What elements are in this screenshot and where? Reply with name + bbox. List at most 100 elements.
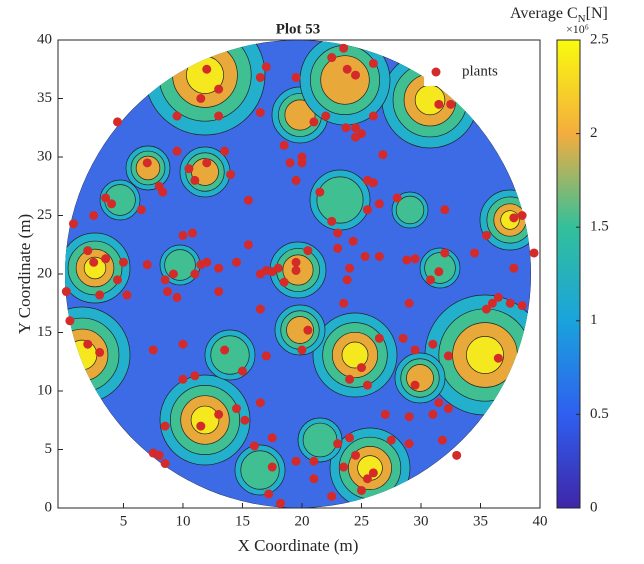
legend — [424, 58, 524, 86]
plant-point — [333, 228, 343, 238]
plant-point — [160, 459, 170, 469]
plant-point — [122, 290, 132, 300]
contour-band — [240, 450, 280, 490]
plant-point — [142, 260, 152, 270]
plant-point — [360, 251, 370, 261]
plant-point — [297, 152, 307, 162]
colorbar — [556, 39, 581, 509]
plant-point — [172, 111, 182, 121]
plant-point — [440, 248, 450, 258]
plant-point — [232, 257, 242, 267]
y-tick-label: 40 — [37, 31, 52, 47]
x-tick-label: 5 — [120, 513, 128, 529]
plant-point — [374, 251, 384, 261]
plant-point — [426, 275, 436, 285]
plant-point — [297, 345, 307, 355]
plant-point — [443, 351, 453, 361]
plant-point — [279, 277, 289, 287]
plant-point — [402, 255, 412, 265]
plant-point — [378, 150, 388, 160]
chart-title: Plot 53 — [276, 21, 321, 37]
plant-point — [493, 353, 503, 363]
plant-point — [342, 275, 352, 285]
plant-point — [168, 269, 178, 279]
plant-point — [440, 205, 450, 215]
plant-point — [345, 374, 355, 384]
plant-point — [368, 111, 378, 121]
plant-point — [345, 433, 355, 443]
contour-band — [341, 341, 369, 369]
contour-band — [286, 316, 314, 344]
x-tick-label: 30 — [413, 513, 428, 529]
plant-point — [303, 325, 313, 335]
x-tick-label: 40 — [533, 513, 548, 529]
contour-band — [135, 155, 161, 181]
plant-point — [345, 263, 355, 273]
plant-point — [362, 205, 372, 215]
plant-point — [327, 53, 337, 63]
plant-point — [505, 298, 515, 308]
plant-point — [255, 108, 265, 118]
plant-point — [398, 333, 408, 343]
x-tick-label: 20 — [294, 513, 309, 529]
plant-point — [61, 287, 71, 297]
plant-point — [226, 170, 236, 180]
plant-point — [220, 345, 230, 355]
plant-point — [267, 462, 277, 472]
plant-point — [83, 339, 93, 349]
colorbar-exponent: ×10⁶ — [566, 22, 589, 36]
plant-point — [374, 333, 384, 343]
colorbar-tick-label: 2.5 — [590, 31, 609, 47]
plant-point — [237, 366, 247, 376]
plant-point — [158, 187, 168, 197]
colorbar-tick-label: 0.5 — [590, 406, 609, 422]
contour-band — [320, 55, 370, 105]
x-tick-label: 15 — [235, 513, 250, 529]
plant-point — [434, 398, 444, 408]
colorbar-label-sub: N — [578, 13, 586, 25]
plant-point — [162, 287, 172, 297]
y-tick-label: 0 — [45, 499, 53, 515]
plant-point — [172, 292, 182, 302]
plant-point — [327, 216, 337, 226]
plant-point — [410, 254, 420, 264]
plant-point — [142, 158, 152, 168]
plant-point — [446, 99, 456, 109]
y-tick-label: 5 — [45, 441, 53, 457]
plant-point — [196, 421, 206, 431]
plant-point — [273, 263, 283, 273]
plant-point — [160, 275, 170, 285]
contour-band — [190, 405, 220, 435]
plant-point — [160, 421, 170, 431]
plant-point — [101, 193, 111, 203]
plant-point — [368, 468, 378, 478]
plant-point — [202, 158, 212, 168]
plant-point — [351, 123, 361, 133]
plant-point — [481, 304, 491, 314]
y-tick-label: 25 — [37, 207, 52, 223]
plant-point — [291, 72, 301, 82]
plant-point — [214, 409, 224, 419]
plant-point — [428, 339, 438, 349]
plant-point — [404, 298, 414, 308]
plant-point — [529, 248, 539, 258]
plant-point — [154, 450, 164, 460]
plant-point — [517, 211, 527, 220]
plant-point — [214, 287, 224, 297]
plant-point — [187, 228, 197, 238]
x-axis-label: X Coordinate (m) — [238, 536, 359, 555]
x-tick-label: 25 — [354, 513, 369, 529]
colorbar-label: Average CN[N] — [510, 5, 608, 25]
plant-point — [315, 187, 325, 197]
plant-point — [437, 435, 447, 445]
legend-marker — [431, 67, 441, 77]
plant-point — [107, 199, 117, 209]
plant-point — [95, 290, 105, 300]
plant-point — [351, 70, 361, 80]
plant-point — [404, 439, 414, 449]
contour-band — [316, 176, 364, 224]
plant-point — [434, 267, 444, 277]
plant-point — [509, 213, 519, 223]
plant-point — [368, 58, 378, 68]
colorbar-tick-label: 0 — [590, 499, 598, 515]
